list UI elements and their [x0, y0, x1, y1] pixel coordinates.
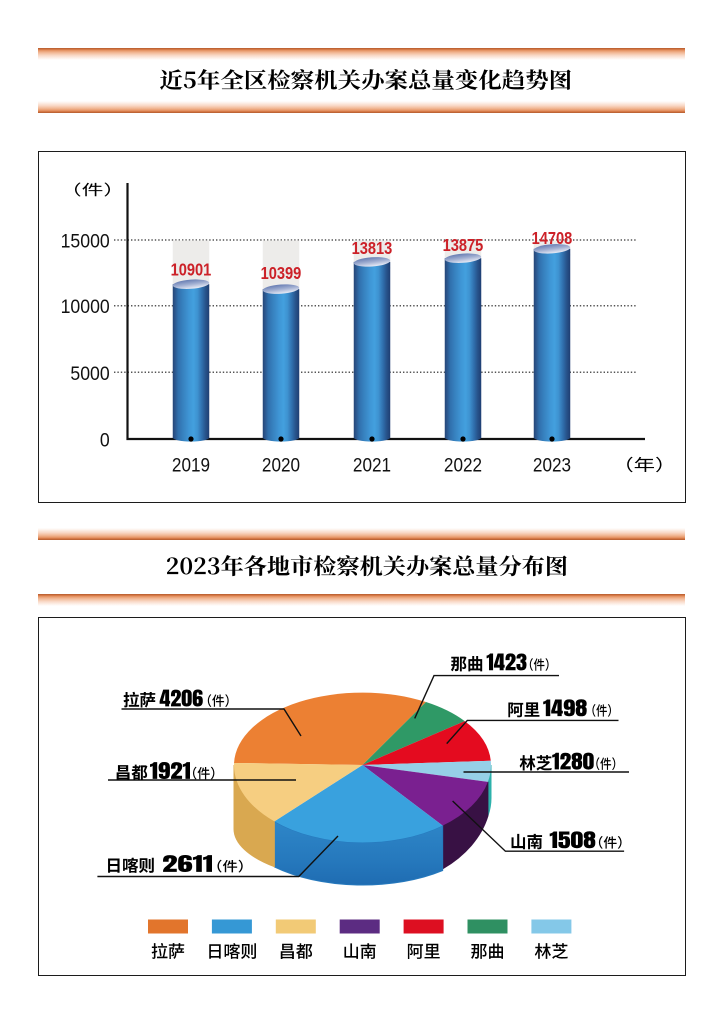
svg-text:13813: 13813 — [352, 240, 393, 258]
svg-text:10901: 10901 — [171, 261, 212, 279]
svg-text:10000: 10000 — [61, 296, 110, 318]
svg-text:2021: 2021 — [353, 453, 391, 475]
svg-text:5000: 5000 — [70, 362, 109, 384]
svg-text:15000: 15000 — [61, 230, 110, 252]
svg-text:2019: 2019 — [172, 453, 210, 475]
svg-text:2022: 2022 — [444, 453, 482, 475]
svg-text:14708: 14708 — [532, 230, 573, 248]
svg-text:2023: 2023 — [533, 453, 571, 475]
svg-text:2020: 2020 — [262, 453, 300, 475]
svg-text:10399: 10399 — [261, 265, 302, 283]
svg-text:0: 0 — [100, 429, 110, 451]
svg-text:13875: 13875 — [443, 237, 484, 255]
